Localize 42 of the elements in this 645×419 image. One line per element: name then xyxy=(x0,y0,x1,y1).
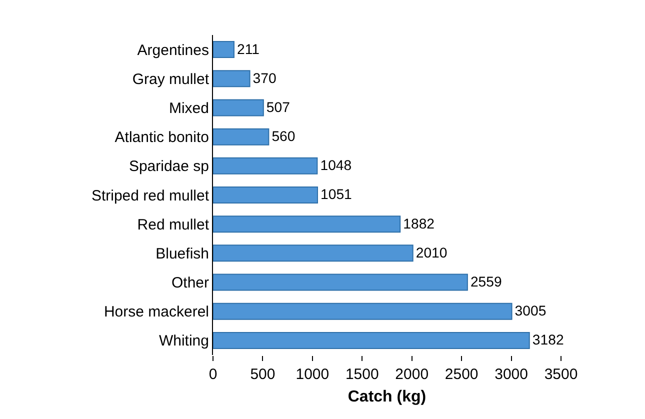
bar xyxy=(213,157,318,174)
data-label: 211 xyxy=(236,40,260,57)
y-tick-label: Argentines xyxy=(137,42,209,59)
y-tick-label: Horse mackerel xyxy=(104,304,209,321)
data-label: 2010 xyxy=(416,244,448,260)
bar xyxy=(213,99,264,116)
y-tick-label: Sparidae sp xyxy=(128,158,209,176)
bar xyxy=(213,128,270,146)
x-tick-label: 500 xyxy=(250,366,276,383)
data-label: 1051 xyxy=(320,186,352,202)
x-axis-title: Catch (kg) xyxy=(348,388,426,406)
x-tick-label: 2500 xyxy=(444,366,478,383)
bar xyxy=(213,332,530,349)
y-tick-label: Bluefish xyxy=(156,245,209,262)
data-label: 3005 xyxy=(514,302,546,319)
x-tick-label: 3500 xyxy=(544,366,578,383)
data-label: 370 xyxy=(252,70,276,86)
data-label: 3182 xyxy=(532,332,564,348)
bar xyxy=(213,70,250,88)
y-tick-label: Striped red mullet xyxy=(91,187,210,204)
x-tick-label: 1000 xyxy=(296,366,330,383)
data-label: 1048 xyxy=(320,157,352,174)
data-label: 560 xyxy=(272,128,296,144)
data-label: 2559 xyxy=(470,274,502,290)
y-tick-label: Whiting xyxy=(158,332,209,350)
data-label: 507 xyxy=(266,98,290,115)
bar xyxy=(213,244,414,262)
y-tick-label: Atlantic bonito xyxy=(114,129,209,146)
y-tick-label: Other xyxy=(171,274,210,292)
x-tick-label: 0 xyxy=(208,366,218,383)
y-tick-label: Red mullet xyxy=(137,216,210,234)
data-label: 1882 xyxy=(403,215,435,232)
y-tick-label: Mixed xyxy=(168,100,209,117)
bar xyxy=(213,216,401,233)
x-tick-label: 2000 xyxy=(395,366,429,383)
bar xyxy=(213,302,512,320)
bar xyxy=(213,41,234,58)
x-tick-label: 3000 xyxy=(494,366,528,383)
y-tick-label: Gray mullet xyxy=(132,70,210,88)
bar xyxy=(213,274,468,291)
x-tick-label: 1500 xyxy=(345,366,379,383)
bar xyxy=(213,186,318,204)
